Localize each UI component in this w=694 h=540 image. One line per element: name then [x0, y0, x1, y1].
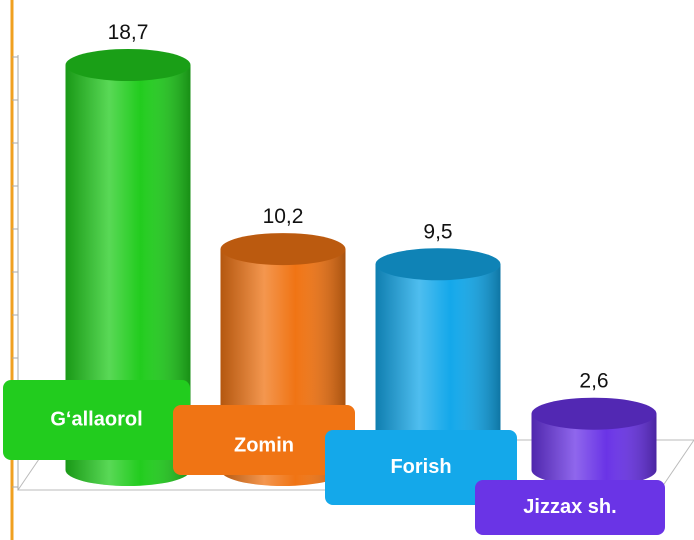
value-label: 18,7 [108, 21, 149, 44]
bar-top-shade [375, 248, 501, 281]
bar-top-shade [65, 49, 191, 81]
category-label: Jizzax sh. [523, 496, 616, 518]
category-box [173, 405, 355, 475]
value-label: 10,2 [263, 205, 304, 228]
bar-top [375, 248, 501, 281]
value-label: 9,5 [423, 220, 452, 243]
category-label: Forish [390, 456, 451, 478]
bar-top [531, 397, 657, 430]
category-box [325, 430, 517, 505]
bar-shade [531, 413, 657, 486]
category-label: Zomin [234, 434, 294, 456]
value-label: 2,6 [579, 370, 608, 393]
bar-top [220, 233, 346, 266]
bar-top-shade [220, 233, 346, 266]
category-box [3, 380, 190, 460]
bar-top [65, 49, 191, 81]
bar-top-shade [531, 397, 657, 430]
category-label: G‘allaorol [50, 408, 142, 430]
category-box [475, 480, 665, 535]
